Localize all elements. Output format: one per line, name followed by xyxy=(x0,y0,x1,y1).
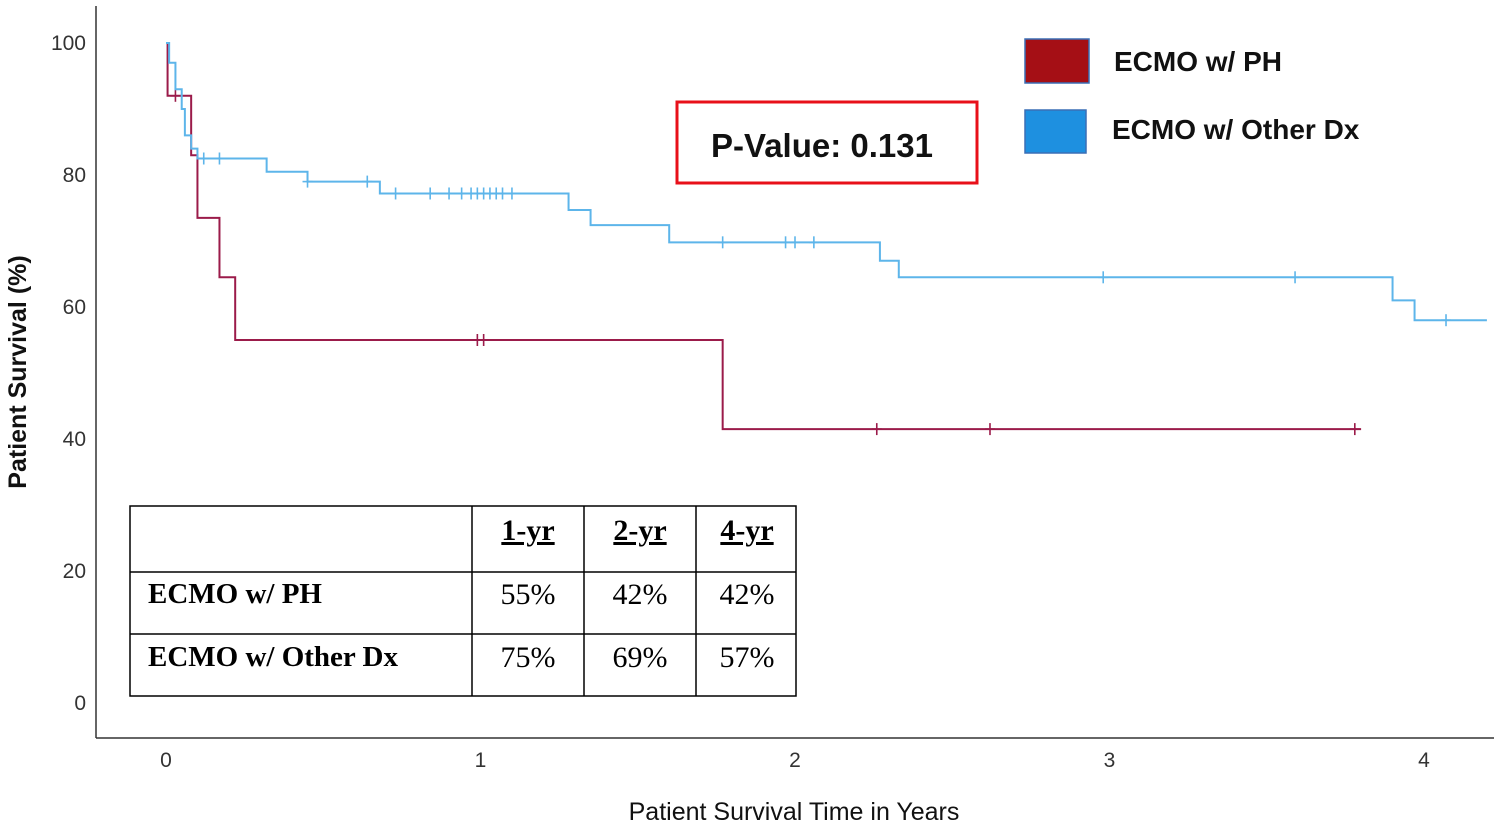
survival-table: 1-yr 2-yr 4-yr ECMO w/ PH 55% 42% 42% EC… xyxy=(129,505,797,697)
censor-mark xyxy=(1441,314,1452,327)
table-header-2yr: 2-yr xyxy=(613,514,666,547)
p-value-label: P-Value: 0.131 xyxy=(711,127,933,164)
series-ecmo-ph xyxy=(166,42,1362,436)
table-cell-ph-1yr: 55% xyxy=(501,578,556,611)
censor-mark xyxy=(1349,423,1360,436)
censor-mark xyxy=(390,187,401,200)
table-row-label-other: ECMO w/ Other Dx xyxy=(148,641,398,673)
x-tick-labels: 0 1 2 3 4 xyxy=(160,749,1430,772)
censor-mark xyxy=(425,187,436,200)
p-value-box: P-Value: 0.131 xyxy=(675,100,979,185)
censor-mark xyxy=(302,175,313,188)
table-cell-other-1yr: 75% xyxy=(501,641,556,674)
table-border xyxy=(129,505,797,697)
legend-label-ecmo-other: ECMO w/ Other Dx xyxy=(1112,114,1360,145)
table-header-4yr: 4-yr xyxy=(720,514,773,547)
y-tick-labels: 0 20 40 60 80 100 xyxy=(51,32,86,715)
series-layer xyxy=(166,42,1487,436)
censor-mark xyxy=(1290,271,1301,284)
table-cell-other-2yr: 69% xyxy=(613,641,668,674)
legend: ECMO w/ PH ECMO w/ Other Dx xyxy=(1024,38,1360,154)
series-ecmo-other-dx xyxy=(166,42,1487,327)
p-value-border xyxy=(675,100,979,185)
y-tick-label: 60 xyxy=(63,296,86,319)
censor-mark xyxy=(790,236,800,249)
legend-swatch-ecmo-other xyxy=(1024,109,1087,154)
censor-mark xyxy=(362,175,373,188)
table-cell-other-4yr: 57% xyxy=(720,641,775,674)
table-cell-ph-2yr: 42% xyxy=(613,578,668,611)
table-header-1yr: 1-yr xyxy=(501,514,554,547)
table-row-label-ph: ECMO w/ PH xyxy=(148,578,322,610)
censor-mark xyxy=(717,236,728,249)
x-tick-label: 1 xyxy=(475,749,487,772)
censor-mark xyxy=(1098,271,1109,284)
y-tick-label: 80 xyxy=(63,164,86,187)
censor-mark xyxy=(170,89,181,102)
y-tick-label: 20 xyxy=(63,560,86,583)
table-cell-ph-4yr: 42% xyxy=(720,578,775,611)
x-tick-label: 0 xyxy=(160,749,172,772)
survival-curve xyxy=(166,42,1487,322)
censor-mark xyxy=(808,236,819,249)
censor-mark xyxy=(984,423,995,436)
y-tick-label: 100 xyxy=(51,32,86,55)
x-tick-label: 3 xyxy=(1104,749,1116,772)
censor-mark xyxy=(214,152,225,165)
y-tick-label: 40 xyxy=(63,428,86,451)
y-tick-label: 0 xyxy=(74,692,86,715)
x-tick-label: 4 xyxy=(1418,749,1430,772)
censor-mark xyxy=(444,187,455,200)
y-axis-title: Patient Survival (%) xyxy=(4,255,32,488)
legend-label-ecmo-ph: ECMO w/ PH xyxy=(1114,46,1282,77)
censor-mark xyxy=(198,152,209,165)
censor-mark xyxy=(456,187,467,200)
censor-mark xyxy=(506,187,517,200)
censor-mark xyxy=(780,236,791,249)
x-axis-title: Patient Survival Time in Years xyxy=(629,798,960,826)
x-tick-label: 2 xyxy=(789,749,801,772)
censor-mark xyxy=(478,334,489,346)
legend-swatch-ecmo-ph xyxy=(1024,38,1090,84)
censor-mark xyxy=(497,187,508,200)
censor-mark xyxy=(871,423,882,436)
